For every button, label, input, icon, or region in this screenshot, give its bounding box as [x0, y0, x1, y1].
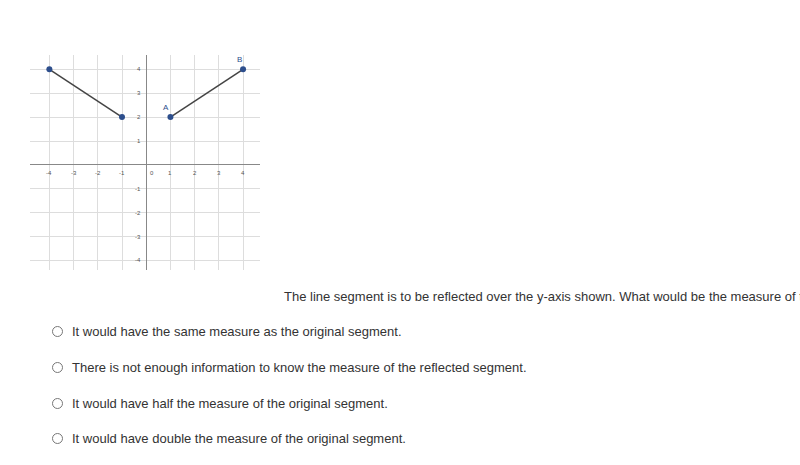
svg-text:0: 0	[150, 170, 154, 176]
html-text:It would have double the measu: It would have double the measure of the …	[72, 431, 406, 446]
svg-text:-4: -4	[46, 170, 52, 176]
svg-text:3: 3	[137, 90, 141, 96]
svg-text:4: 4	[241, 170, 245, 176]
html-text:It would have half the measure: It would have half the measure of the or…	[72, 396, 388, 411]
svg-text:2: 2	[137, 114, 141, 120]
svg-text:-4: -4	[135, 257, 141, 263]
svg-text:-1: -1	[135, 186, 141, 192]
svg-text:-2: -2	[135, 210, 141, 216]
svg-text:-3: -3	[71, 170, 77, 176]
svg-text:-2: -2	[95, 170, 101, 176]
svg-text:A: A	[163, 103, 169, 112]
html-text:It would have the same measure: It would have the same measure as the or…	[72, 324, 402, 339]
svg-text:3: 3	[217, 170, 221, 176]
svg-text:1: 1	[137, 138, 141, 144]
svg-text:-1: -1	[119, 170, 125, 176]
html-text:There is not enough informatio: There is not enough information to know …	[72, 360, 527, 375]
svg-text:4: 4	[137, 66, 141, 72]
svg-text:-3: -3	[135, 234, 141, 240]
svg-text:1: 1	[168, 170, 172, 176]
svg-text:2: 2	[193, 170, 197, 176]
svg-text:B: B	[237, 55, 242, 64]
